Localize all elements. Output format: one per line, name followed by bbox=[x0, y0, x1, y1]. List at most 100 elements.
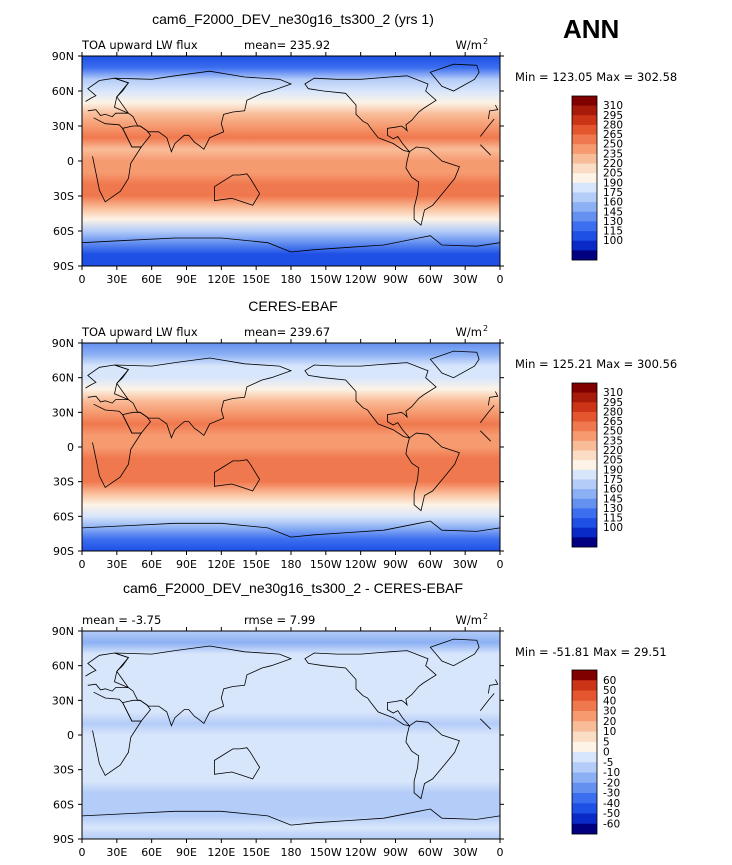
colorbar-label: 235 bbox=[603, 148, 623, 160]
colorbar-label: -20 bbox=[603, 777, 620, 789]
panel-units-sup: 2 bbox=[483, 324, 488, 333]
x-tick-label: 60W bbox=[418, 846, 443, 859]
colorbar-label: -5 bbox=[603, 757, 613, 769]
colorbar-frame bbox=[571, 669, 598, 835]
colorbar-swatch bbox=[572, 731, 597, 743]
x-tick-label: 0 bbox=[79, 273, 86, 286]
x-tick-label: 90E bbox=[176, 846, 197, 859]
y-tick-label: 60S bbox=[53, 225, 74, 238]
panel-title: cam6_F2000_DEV_ne30g16_ts300_2 (yrs 1) bbox=[152, 11, 434, 27]
colorbar-label: 50 bbox=[603, 685, 616, 697]
map-field bbox=[82, 56, 500, 266]
colorbar-label: 100 bbox=[603, 522, 623, 534]
colorbar-label: 160 bbox=[603, 484, 623, 496]
coastline-south_america bbox=[405, 432, 460, 512]
colorbar-swatch bbox=[572, 752, 597, 763]
colorbar: 3102952802652502352202051901751601451301… bbox=[571, 382, 623, 548]
coastline-africa bbox=[92, 691, 495, 776]
panel-minmax: Min = 123.05 Max = 302.58 bbox=[515, 70, 677, 84]
colorbar-swatch bbox=[572, 402, 597, 413]
colorbar-label: 60 bbox=[603, 675, 616, 687]
y-tick-label: 90N bbox=[52, 50, 74, 63]
colorbar-swatch bbox=[572, 690, 597, 702]
panel-3: cam6_F2000_DEV_ne30g16_ts300_2 - CERES-E… bbox=[52, 580, 667, 859]
coastline-australia bbox=[214, 747, 261, 780]
colorbar-swatch bbox=[572, 411, 597, 422]
colorbar-frame bbox=[571, 382, 598, 548]
colorbar-swatch bbox=[572, 813, 597, 825]
colorbar-label: 5 bbox=[603, 736, 610, 748]
colorbar-label: 250 bbox=[603, 426, 623, 438]
colorbar-swatch bbox=[572, 700, 597, 712]
colorbar-swatch bbox=[572, 498, 597, 509]
colorbar-swatch bbox=[572, 211, 597, 222]
panel-title: cam6_F2000_DEV_ne30g16_ts300_2 - CERES-E… bbox=[123, 580, 463, 596]
colorbar-swatch bbox=[572, 231, 597, 242]
panel-stat: mean= 235.92 bbox=[244, 38, 330, 52]
colorbar-swatch bbox=[572, 221, 597, 232]
colorbar-label: -30 bbox=[603, 788, 620, 800]
x-tick-label: 120E bbox=[207, 846, 235, 859]
colorbar-swatch bbox=[572, 173, 597, 184]
colorbar-swatch bbox=[572, 782, 597, 794]
coastline-australia bbox=[214, 459, 261, 492]
colorbar-label: -60 bbox=[603, 818, 620, 830]
colorbar-swatch bbox=[572, 460, 597, 471]
x-tick-label: 120E bbox=[207, 273, 235, 286]
colorbar-swatch bbox=[572, 823, 597, 835]
x-tick-label: 120W bbox=[345, 273, 377, 286]
panel-minmax: Min = -51.81 Max = 29.51 bbox=[515, 645, 667, 659]
colorbar-swatch bbox=[572, 202, 597, 213]
colorbar-swatch bbox=[572, 469, 597, 480]
x-tick-label: 150W bbox=[310, 558, 342, 571]
y-tick-label: 30S bbox=[53, 190, 74, 203]
colorbar-swatch bbox=[572, 105, 597, 116]
x-tick-label: 30W bbox=[453, 273, 478, 286]
colorbar-swatch bbox=[572, 144, 597, 155]
colorbar-swatch bbox=[572, 711, 597, 722]
x-tick-label: 150E bbox=[242, 558, 270, 571]
x-tick-label: 60E bbox=[141, 846, 162, 859]
x-tick-label: 90E bbox=[176, 558, 197, 571]
coastline-south_america bbox=[405, 720, 460, 800]
y-tick-label: 90S bbox=[53, 833, 74, 846]
panel-units-sup: 2 bbox=[483, 37, 488, 46]
colorbar-swatch bbox=[572, 772, 597, 784]
colorbar-swatch bbox=[572, 450, 597, 461]
x-tick-label: 120W bbox=[345, 846, 377, 859]
panel-left-label: TOA upward LW flux bbox=[81, 325, 198, 339]
colorbar-swatch bbox=[572, 192, 597, 203]
x-tick-label: 120E bbox=[207, 558, 235, 571]
x-tick-label: 180 bbox=[281, 846, 302, 859]
panel-2: CERES-EBAF TOA upward LW flux mean= 239.67… bbox=[52, 298, 677, 571]
colorbar-label: 250 bbox=[603, 139, 623, 151]
colorbar-swatch bbox=[572, 680, 597, 691]
colorbar-label: -40 bbox=[603, 798, 620, 810]
x-tick-label: 0 bbox=[497, 846, 504, 859]
coastline-antarctica bbox=[82, 808, 500, 826]
coastline-greenland bbox=[429, 63, 480, 92]
y-tick-label: 60N bbox=[52, 372, 74, 385]
colorbar: 3102952802652502352202051901751601451301… bbox=[571, 95, 623, 261]
colorbar-swatch bbox=[572, 741, 597, 753]
colorbar-label: 235 bbox=[603, 435, 623, 447]
colorbar-swatch bbox=[572, 96, 597, 106]
colorbar-swatch bbox=[572, 670, 597, 681]
colorbar-label: 280 bbox=[603, 406, 623, 418]
colorbar-label: 115 bbox=[603, 226, 623, 238]
panel-minmax: Min = 125.21 Max = 300.56 bbox=[515, 357, 677, 371]
coastline-south_america bbox=[405, 146, 460, 226]
colorbar-swatch bbox=[572, 489, 597, 500]
colorbar-label: 130 bbox=[603, 216, 623, 228]
map-fill bbox=[82, 56, 500, 266]
map-field bbox=[82, 631, 500, 839]
colorbar-swatch bbox=[572, 431, 597, 442]
coastline-north_america bbox=[304, 75, 437, 153]
y-tick-label: 0 bbox=[67, 729, 74, 742]
x-tick-label: 180 bbox=[281, 273, 302, 286]
x-tick-label: 90W bbox=[383, 273, 408, 286]
y-tick-label: 30S bbox=[53, 476, 74, 489]
y-tick-label: 30S bbox=[53, 764, 74, 777]
colorbar-label: 265 bbox=[603, 129, 623, 141]
